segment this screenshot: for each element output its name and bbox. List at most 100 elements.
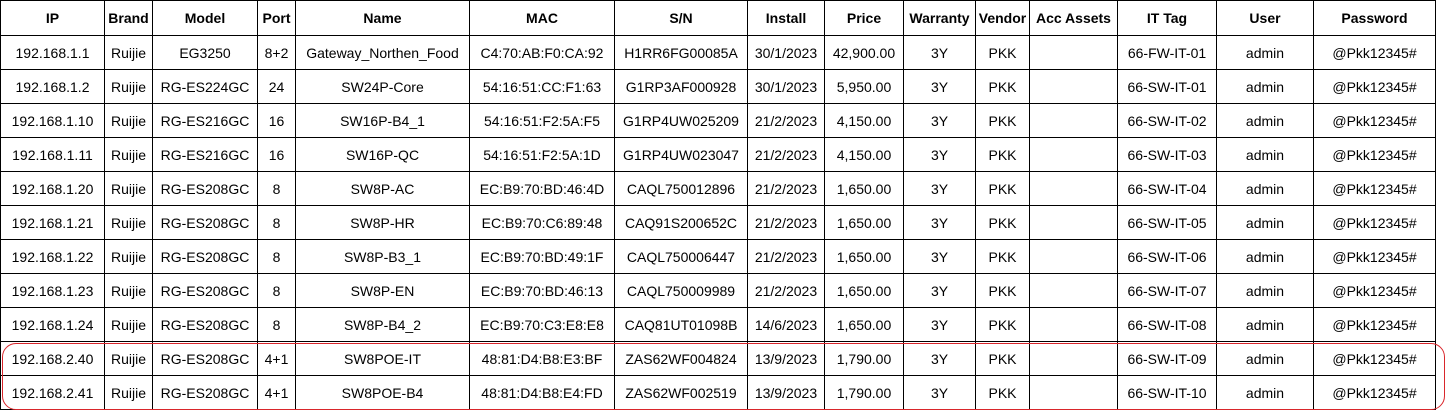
cell-port[interactable]: 8 [257, 205, 296, 240]
cell-acc-assets[interactable] [1029, 35, 1118, 70]
header-acc-assets[interactable]: Acc Assets [1029, 0, 1118, 36]
cell-password[interactable]: @Pkk12345# [1313, 307, 1436, 342]
cell-sn[interactable]: CAQ81UT01098B [614, 307, 748, 342]
cell-brand[interactable]: Ruijie [104, 273, 153, 308]
cell-it-tag[interactable]: 66-SW-IT-09 [1117, 341, 1217, 376]
cell-mac[interactable]: EC:B9:70:BD:49:1F [469, 239, 615, 274]
cell-model[interactable]: RG-ES216GC [152, 103, 258, 138]
header-warranty[interactable]: Warranty [903, 0, 976, 36]
cell-user[interactable]: admin [1216, 205, 1314, 240]
cell-name[interactable]: SW8POE-IT [295, 341, 470, 376]
cell-install[interactable]: 30/1/2023 [747, 35, 825, 70]
cell-vendor[interactable]: PKK [975, 171, 1030, 206]
header-port[interactable]: Port [257, 0, 296, 36]
cell-brand[interactable]: Ruijie [104, 69, 153, 104]
cell-sn[interactable]: H1RR6FG00085A [614, 35, 748, 70]
cell-warranty[interactable]: 3Y [903, 35, 976, 70]
cell-it-tag[interactable]: 66-SW-IT-03 [1117, 137, 1217, 172]
cell-it-tag[interactable]: 66-SW-IT-05 [1117, 205, 1217, 240]
header-sn[interactable]: S/N [614, 0, 748, 36]
cell-brand[interactable]: Ruijie [104, 35, 153, 70]
cell-mac[interactable]: 54:16:51:F2:5A:1D [469, 137, 615, 172]
cell-install[interactable]: 21/2/2023 [747, 103, 825, 138]
header-it-tag[interactable]: IT Tag [1117, 0, 1217, 36]
cell-mac[interactable]: 48:81:D4:B8:E3:BF [469, 341, 615, 376]
cell-port[interactable]: 8 [257, 239, 296, 274]
cell-ip[interactable]: 192.168.1.22 [0, 239, 105, 274]
cell-model[interactable]: EG3250 [152, 35, 258, 70]
cell-install[interactable]: 14/6/2023 [747, 307, 825, 342]
cell-warranty[interactable]: 3Y [903, 239, 976, 274]
cell-user[interactable]: admin [1216, 239, 1314, 274]
cell-install[interactable]: 21/2/2023 [747, 205, 825, 240]
cell-sn[interactable]: CAQ91S200652C [614, 205, 748, 240]
cell-user[interactable]: admin [1216, 35, 1314, 70]
cell-vendor[interactable]: PKK [975, 205, 1030, 240]
cell-ip[interactable]: 192.168.1.10 [0, 103, 105, 138]
cell-model[interactable]: RG-ES208GC [152, 273, 258, 308]
cell-model[interactable]: RG-ES208GC [152, 341, 258, 376]
cell-sn[interactable]: ZAS62WF002519 [614, 375, 748, 410]
header-ip[interactable]: IP [0, 0, 105, 36]
header-user[interactable]: User [1216, 0, 1314, 36]
cell-sn[interactable]: CAQL750009989 [614, 273, 748, 308]
cell-user[interactable]: admin [1216, 375, 1314, 410]
cell-brand[interactable]: Ruijie [104, 239, 153, 274]
header-install[interactable]: Install [747, 0, 825, 36]
cell-password[interactable]: @Pkk12345# [1313, 239, 1436, 274]
cell-model[interactable]: RG-ES224GC [152, 69, 258, 104]
cell-password[interactable]: @Pkk12345# [1313, 171, 1436, 206]
cell-mac[interactable]: EC:B9:70:BD:46:4D [469, 171, 615, 206]
cell-port[interactable]: 16 [257, 137, 296, 172]
cell-password[interactable]: @Pkk12345# [1313, 103, 1436, 138]
cell-port[interactable]: 16 [257, 103, 296, 138]
cell-sn[interactable]: G1RP3AF000928 [614, 69, 748, 104]
cell-port[interactable]: 24 [257, 69, 296, 104]
cell-user[interactable]: admin [1216, 273, 1314, 308]
cell-sn[interactable]: ZAS62WF004824 [614, 341, 748, 376]
cell-price[interactable]: 1,790.00 [824, 341, 904, 376]
cell-ip[interactable]: 192.168.1.2 [0, 69, 105, 104]
cell-user[interactable]: admin [1216, 69, 1314, 104]
cell-port[interactable]: 8 [257, 273, 296, 308]
cell-acc-assets[interactable] [1029, 307, 1118, 342]
header-model[interactable]: Model [152, 0, 258, 36]
cell-user[interactable]: admin [1216, 103, 1314, 138]
cell-price[interactable]: 1,650.00 [824, 273, 904, 308]
cell-warranty[interactable]: 3Y [903, 171, 976, 206]
cell-price[interactable]: 1,790.00 [824, 375, 904, 410]
cell-acc-assets[interactable] [1029, 375, 1118, 410]
cell-sn[interactable]: CAQL750012896 [614, 171, 748, 206]
cell-name[interactable]: SW8P-B4_2 [295, 307, 470, 342]
cell-password[interactable]: @Pkk12345# [1313, 69, 1436, 104]
cell-port[interactable]: 8+2 [257, 35, 296, 70]
header-password[interactable]: Password [1313, 0, 1436, 36]
cell-name[interactable]: SW16P-B4_1 [295, 103, 470, 138]
cell-install[interactable]: 30/1/2023 [747, 69, 825, 104]
cell-mac[interactable]: 54:16:51:F2:5A:F5 [469, 103, 615, 138]
cell-acc-assets[interactable] [1029, 205, 1118, 240]
cell-acc-assets[interactable] [1029, 239, 1118, 274]
cell-sn[interactable]: G1RP4UW025209 [614, 103, 748, 138]
cell-vendor[interactable]: PKK [975, 69, 1030, 104]
cell-vendor[interactable]: PKK [975, 239, 1030, 274]
cell-price[interactable]: 42,900.00 [824, 35, 904, 70]
cell-port[interactable]: 4+1 [257, 375, 296, 410]
cell-it-tag[interactable]: 66-SW-IT-08 [1117, 307, 1217, 342]
cell-price[interactable]: 1,650.00 [824, 239, 904, 274]
cell-ip[interactable]: 192.168.1.23 [0, 273, 105, 308]
cell-install[interactable]: 13/9/2023 [747, 375, 825, 410]
cell-ip[interactable]: 192.168.1.20 [0, 171, 105, 206]
cell-warranty[interactable]: 3Y [903, 69, 976, 104]
cell-name[interactable]: Gateway_Northen_Food [295, 35, 470, 70]
cell-acc-assets[interactable] [1029, 341, 1118, 376]
cell-port[interactable]: 8 [257, 171, 296, 206]
cell-mac[interactable]: 54:16:51:CC:F1:63 [469, 69, 615, 104]
cell-ip[interactable]: 192.168.2.40 [0, 341, 105, 376]
cell-name[interactable]: SW16P-QC [295, 137, 470, 172]
cell-mac[interactable]: EC:B9:70:C6:89:48 [469, 205, 615, 240]
cell-sn[interactable]: CAQL750006447 [614, 239, 748, 274]
cell-price[interactable]: 5,950.00 [824, 69, 904, 104]
cell-mac[interactable]: C4:70:AB:F0:CA:92 [469, 35, 615, 70]
cell-vendor[interactable]: PKK [975, 307, 1030, 342]
